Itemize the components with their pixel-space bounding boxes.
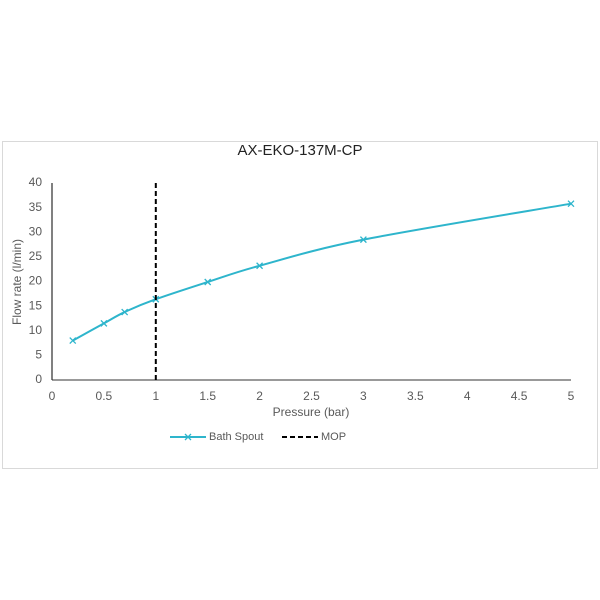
legend-marker — [184, 433, 192, 441]
marker — [100, 319, 108, 327]
marker — [256, 262, 264, 270]
marker — [121, 308, 129, 316]
x-tick-label: 0 — [49, 389, 56, 403]
marker — [69, 337, 77, 345]
x-tick-label: 2.5 — [303, 389, 320, 403]
y-tick-label: 30 — [29, 224, 43, 238]
y-tick-label: 40 — [29, 175, 43, 189]
y-axis-label: Flow rate (l/min) — [10, 239, 24, 325]
x-tick-label: 4.5 — [511, 389, 528, 403]
x-tick-label: 4 — [464, 389, 471, 403]
chart-frame — [2, 141, 598, 469]
x-tick-label: 1.5 — [199, 389, 216, 403]
y-tick-label: 15 — [29, 298, 43, 312]
x-tick-label: 0.5 — [96, 389, 113, 403]
marker — [359, 236, 367, 244]
x-tick-label: 3.5 — [407, 389, 424, 403]
x-tick-label: 3 — [360, 389, 367, 403]
x-tick-label: 2 — [256, 389, 263, 403]
x-axis-label: Pressure (bar) — [273, 405, 350, 419]
y-tick-label: 20 — [29, 274, 43, 288]
marker — [204, 278, 212, 286]
y-tick-label: 35 — [29, 200, 43, 214]
x-tick-label: 5 — [568, 389, 575, 403]
legend-label: Bath Spout — [209, 431, 263, 443]
y-tick-label: 5 — [35, 348, 42, 362]
chart-title: AX-EKO-137M-CP — [237, 142, 362, 159]
y-tick-label: 0 — [35, 372, 42, 386]
legend-label: MOP — [321, 431, 346, 443]
y-tick-label: 10 — [29, 323, 43, 337]
y-tick-label: 25 — [29, 249, 43, 263]
x-tick-label: 1 — [152, 389, 159, 403]
marker — [567, 200, 575, 208]
